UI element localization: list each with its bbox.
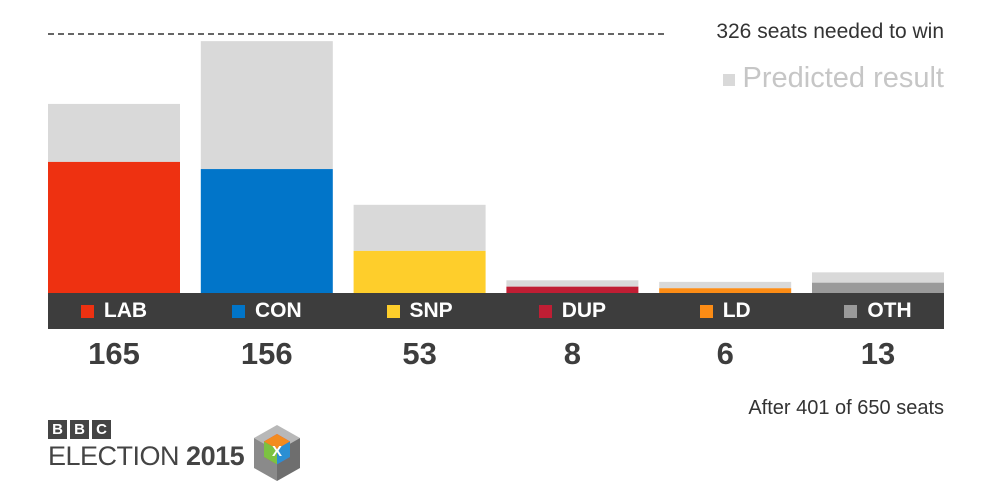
party-name-con: CON [254,299,302,322]
predicted-legend-label: Predicted result [742,62,945,94]
party-name-oth: OTH [867,299,912,322]
party-name-snp: SNP [409,299,453,322]
bbc-blocks: B B C [48,420,244,439]
bbc-election-logo: B B C ELECTION 2015 [48,420,245,472]
predicted-bar-oth [812,272,944,283]
bbc-letter: B [70,420,89,439]
seats-won-bar-con [200,169,333,293]
predicted-bar-snp [353,204,486,251]
predicted-bar-ld [659,281,792,289]
seat-count-snp: 53 [402,336,437,371]
party-swatch-ld [699,304,713,318]
seat-count-ld: 6 [716,336,734,371]
predicted-bar-con [200,41,333,170]
seat-count-oth: 13 [860,336,896,371]
predicted-bar-lab [48,103,180,162]
election-year: 2015 [186,441,245,471]
bbc-letter: C [92,420,111,439]
seats-needed-label: 326 seats needed to win [716,20,944,43]
seats-won-bar-dup [506,286,639,293]
seats-won-bar-ld [659,288,792,293]
party-label-ld: LD [655,293,795,329]
seat-count-dup: 8 [563,336,582,371]
party-swatch-lab [80,304,94,318]
predicted-result-legend: Predicted result [722,62,945,95]
party-swatch-oth [844,304,858,318]
party-label-snp: SNP [350,293,490,329]
party-swatch-dup [538,304,552,318]
party-swatch-con [231,304,245,318]
election-wordmark: ELECTION 2015 [48,441,245,472]
seats-won-bar-oth [812,282,944,293]
cube-letter: X [272,443,282,460]
party-label-oth: OTH [808,293,948,329]
party-label-lab: LAB [44,293,184,329]
party-swatch-snp [386,304,400,318]
party-name-lab: LAB [103,299,148,322]
party-label-con: CON [197,293,337,329]
election-word: ELECTION [48,441,180,471]
party-name-ld: LD [722,299,751,322]
predicted-bar-dup [506,280,639,287]
election-cube-icon: X [254,425,300,481]
seats-won-bar-snp [353,250,486,293]
bbc-letter: B [48,420,67,439]
seats-won-bar-lab [48,161,180,293]
party-name-dup: DUP [561,299,607,322]
seats-declared-footnote: After 401 of 650 seats [748,397,944,419]
party-label-dup: DUP [502,293,642,329]
predicted-swatch [722,74,735,86]
bar-chart [48,33,944,293]
seat-count-con: 156 [240,336,293,371]
seat-count-lab: 165 [88,336,140,371]
party-label-band: LAB CON SNP DUP LD OTH [48,293,944,329]
